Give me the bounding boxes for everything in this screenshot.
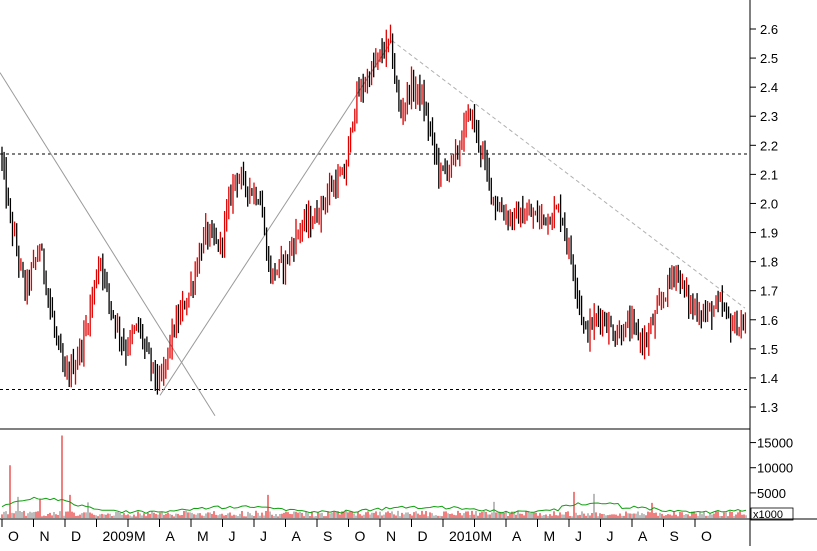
price-tick-label: 2.0 <box>760 196 778 211</box>
volume-tick-label: 10000 <box>757 461 793 476</box>
month-label: N <box>386 528 396 544</box>
month-label: J <box>607 528 614 544</box>
price-tick-label: 1.5 <box>760 342 778 357</box>
month-label: A <box>292 528 302 544</box>
price-grid-lines <box>0 153 750 391</box>
trendlines <box>0 40 746 416</box>
axis-labels: 1.3 1.4 1.5 1.6 1.7 1.8 1.9 2.0 2.1 2.2 2.3 2.4 2.5 2… <box>8 22 793 544</box>
volume-tick-label: 15000 <box>757 436 793 451</box>
resistance-trendline <box>391 40 746 309</box>
price-tick-label: 2.6 <box>760 22 778 37</box>
trendline <box>159 40 393 396</box>
month-label: M <box>134 528 146 544</box>
month-label: D <box>418 528 428 544</box>
price-tick-label: 1.9 <box>760 226 778 241</box>
month-label: O <box>355 528 366 544</box>
price-tick-label: 2.4 <box>760 80 778 95</box>
month-label: M <box>544 528 556 544</box>
month-label: 2009 <box>103 528 134 544</box>
month-label: A <box>512 528 522 544</box>
month-label: A <box>166 528 176 544</box>
units-box <box>750 507 794 521</box>
month-label: M <box>481 528 493 544</box>
month-label: D <box>71 528 81 544</box>
month-label: J <box>260 528 267 544</box>
price-tick-label: 2.3 <box>760 109 778 124</box>
price-tick-label: 1.3 <box>760 400 778 415</box>
month-label: S <box>323 528 332 544</box>
volume-average-line <box>1 496 747 514</box>
month-label: O <box>8 528 19 544</box>
volume-bars <box>1 435 747 518</box>
month-label: J <box>229 528 236 544</box>
month-label: O <box>701 528 712 544</box>
month-label: 2010 <box>449 528 480 544</box>
month-label: A <box>638 528 648 544</box>
trendline <box>0 72 216 416</box>
month-label: J <box>575 528 582 544</box>
month-label: M <box>197 528 209 544</box>
price-tick-label: 2.2 <box>760 138 778 153</box>
volume-tick-label: 5000 <box>757 486 786 501</box>
volume-units-label: x1000 <box>753 509 783 521</box>
price-tick-label: 1.7 <box>760 284 778 299</box>
price-tick-label: 2.5 <box>760 51 778 66</box>
price-tick-label: 1.8 <box>760 255 778 270</box>
price-bars <box>1 24 747 395</box>
price-tick-label: 1.4 <box>760 371 778 386</box>
price-tick-label: 1.6 <box>760 313 778 328</box>
month-label: S <box>670 528 679 544</box>
month-label: N <box>40 528 50 544</box>
price-tick-label: 2.1 <box>760 167 778 182</box>
